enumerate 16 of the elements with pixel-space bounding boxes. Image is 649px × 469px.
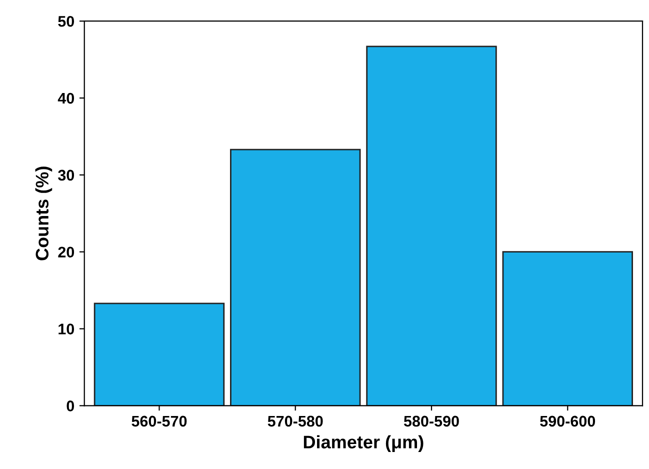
bar (230, 148, 361, 406)
x-tick-label: 570-580 (268, 416, 323, 427)
x-axis-title: Diameter (μm) (304, 435, 424, 452)
y-tick-label: 0 (66, 400, 74, 412)
y-tick-label: 30 (58, 170, 74, 181)
x-tick-label: 580-590 (404, 416, 459, 427)
bar (366, 46, 497, 406)
y-tick-label: 40 (58, 92, 74, 104)
y-tick-label: 10 (58, 324, 74, 334)
x-tick-label: 560-570 (132, 416, 187, 427)
bar (502, 251, 633, 406)
y-axis-title: Counts (%) (35, 166, 52, 260)
y-tick-label: 50 (58, 16, 74, 27)
bar (94, 302, 225, 406)
x-tick-label: 590-600 (540, 416, 596, 427)
y-tick-label: 20 (58, 246, 74, 258)
